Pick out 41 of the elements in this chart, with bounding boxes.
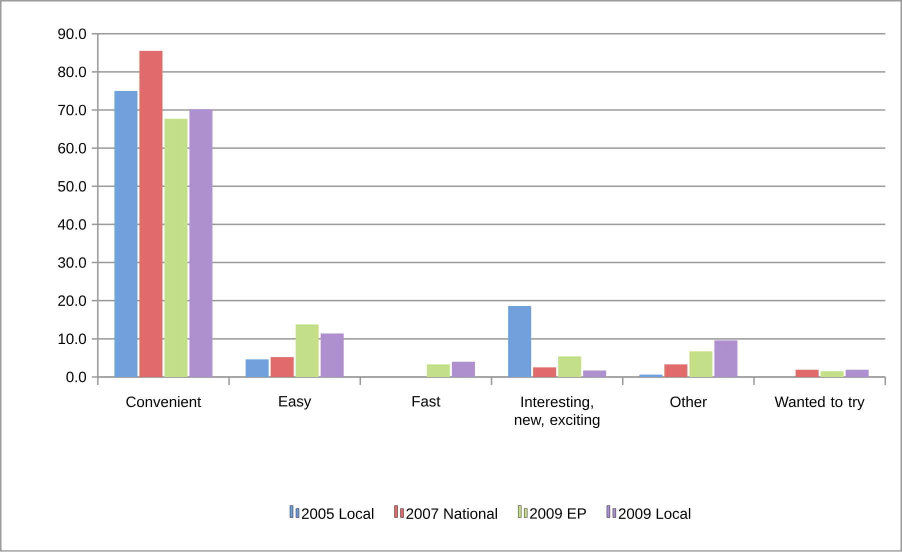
x-tick-label: Convenient <box>126 396 202 408</box>
bar <box>114 91 138 378</box>
legend-label: 2009 EP <box>530 508 586 519</box>
bar <box>714 340 738 378</box>
bar <box>796 370 819 378</box>
y-tick-label: 90.0 <box>58 28 86 40</box>
x-tick-label: Wanted to try <box>774 396 865 410</box>
bar <box>508 306 532 378</box>
y-tick-label: 30.0 <box>58 257 86 268</box>
y-tick-label: 20.0 <box>58 295 86 306</box>
y-tick-label: 50.0 <box>58 181 86 192</box>
bar <box>452 362 475 378</box>
bar <box>558 356 582 378</box>
y-tick-label: 80.0 <box>58 66 86 78</box>
legend-label: 2007 National <box>406 508 497 520</box>
bar <box>639 374 662 378</box>
bar <box>320 334 344 378</box>
bar <box>164 118 188 378</box>
bar <box>246 360 269 378</box>
x-tick-label: Easy <box>279 396 312 410</box>
bar <box>296 324 319 378</box>
bar <box>689 351 712 378</box>
bar <box>820 371 844 378</box>
legend-label: 2005 Local <box>302 508 374 520</box>
bar <box>583 370 606 378</box>
bar <box>846 370 869 378</box>
legend-label: 2009 Local <box>618 508 690 520</box>
y-tick-label: 0.0 <box>66 372 86 382</box>
bar <box>426 364 450 378</box>
bar <box>139 51 162 378</box>
y-tick-label: 10.0 <box>58 334 86 344</box>
x-tick-label: Fast <box>412 396 440 407</box>
bar <box>270 357 294 378</box>
x-tick-label: Other <box>670 396 707 408</box>
y-tick-label: 60.0 <box>58 142 86 154</box>
y-tick-label: 40.0 <box>58 219 86 230</box>
bar <box>533 368 556 378</box>
bar <box>189 109 212 378</box>
bar <box>664 364 688 378</box>
y-tick-label: 70.0 <box>58 104 86 116</box>
x-tick-label: Interesting, new, exciting <box>514 396 600 428</box>
